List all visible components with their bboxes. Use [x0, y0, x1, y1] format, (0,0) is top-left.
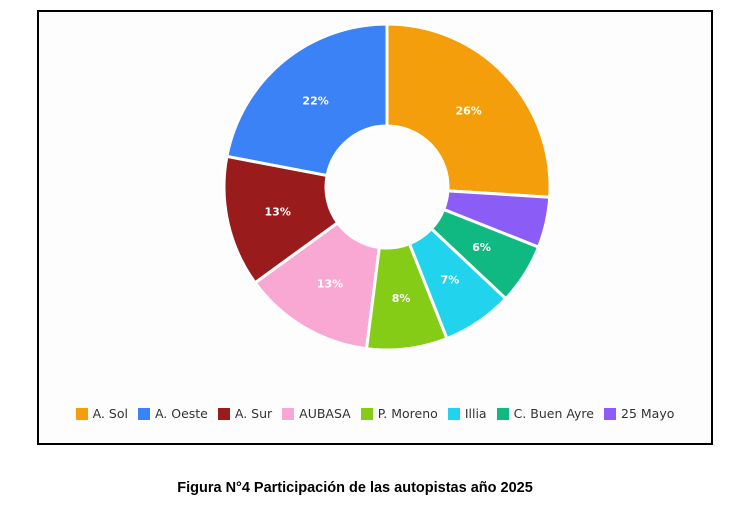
legend-label: P. Moreno: [377, 406, 438, 421]
donut-chart: 26% 22% 13% 13% 8% 7% 6%: [222, 22, 552, 352]
legend-item[interactable]: 25 Mayo: [604, 406, 674, 421]
data-label: 26%: [455, 104, 481, 117]
data-label: 13%: [317, 277, 343, 290]
slice-p-moreno: [364, 241, 449, 352]
chart-frame: 26% 22% 13% 13% 8% 7% 6% A. Sol A. Oeste A. Sur A…: [37, 10, 713, 445]
slice-aubasa: [253, 220, 382, 351]
legend-label: Illia: [464, 406, 487, 421]
legend-swatch: [360, 407, 373, 420]
legend-swatch: [282, 407, 295, 420]
legend-item[interactable]: Illia: [447, 406, 487, 421]
legend-swatch: [75, 407, 88, 420]
legend-item[interactable]: C. Buen Ayre: [496, 406, 594, 421]
legend-label: 25 Mayo: [621, 406, 675, 421]
data-label: 7%: [441, 274, 460, 287]
legend-item[interactable]: P. Moreno: [360, 406, 438, 421]
slice-a-oeste: [225, 22, 389, 178]
slice-25-mayo: [441, 189, 552, 249]
legend-item[interactable]: AUBASA: [282, 406, 351, 421]
legend-item[interactable]: A. Sur: [217, 406, 273, 421]
legend-label: A. Sol: [92, 406, 128, 421]
slice-a-sol: [385, 22, 552, 199]
legend-swatch: [137, 407, 150, 420]
data-label: 8%: [392, 292, 411, 305]
legend-item[interactable]: A. Sol: [75, 406, 128, 421]
legend-swatch: [496, 407, 509, 420]
legend-item[interactable]: A. Oeste: [137, 406, 208, 421]
legend-label: A. Oeste: [154, 406, 208, 421]
slice-illia: [407, 226, 508, 341]
slice-c-buen-ayre: [429, 207, 541, 301]
slice-a-sur: [222, 154, 340, 285]
data-label: 22%: [302, 95, 328, 108]
legend-swatch: [604, 407, 616, 420]
legend-label: AUBASA: [299, 406, 351, 421]
data-label: 13%: [265, 205, 291, 218]
legend-label: C. Buen Ayre: [513, 406, 594, 421]
legend-label: A. Sur: [234, 406, 273, 421]
legend-swatch: [217, 407, 230, 420]
legend: A. Sol A. Oeste A. Sur AUBASA P. Moreno Illia…: [39, 406, 711, 421]
data-label: 6%: [472, 241, 491, 254]
legend-swatch: [447, 407, 460, 420]
figure-caption: Figura N°4 Participación de las autopist…: [177, 480, 533, 496]
